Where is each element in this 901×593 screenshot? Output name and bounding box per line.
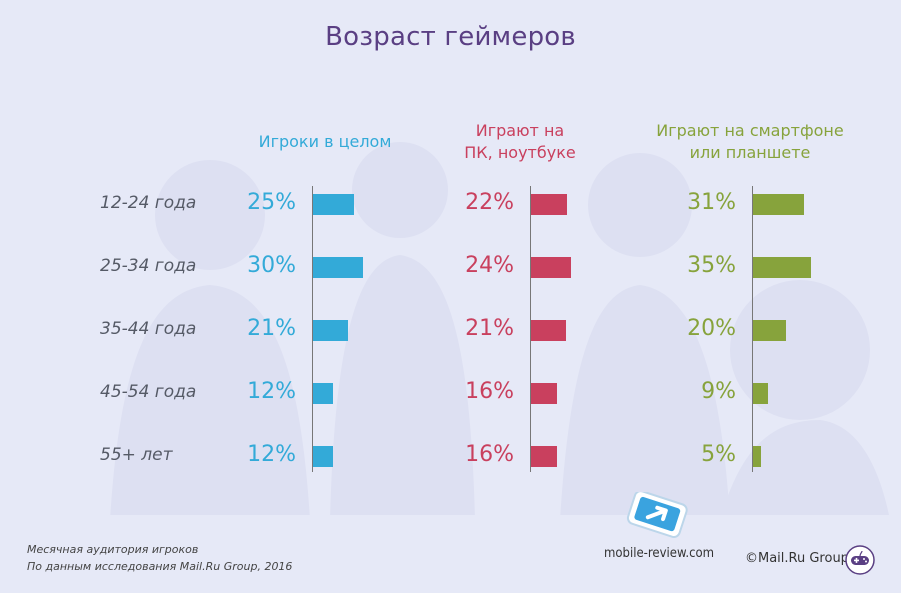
mobile-review-logo-icon <box>626 492 688 538</box>
age-label: 45-54 года <box>100 382 197 402</box>
page-title: Возраст геймеров <box>325 22 576 52</box>
header-mobile-line1: Играют на смартфоне <box>656 121 844 140</box>
bar <box>531 256 571 278</box>
axis-line <box>312 186 313 472</box>
bar <box>531 193 567 215</box>
watermark-text: mobile-review.com <box>604 546 715 561</box>
value-label: 31% <box>687 190 736 215</box>
value-label: 9% <box>701 379 736 404</box>
bar <box>753 319 786 341</box>
bar <box>753 256 811 278</box>
age-label: 12-24 года <box>100 193 197 213</box>
bar <box>313 319 348 341</box>
value-label: 21% <box>465 316 514 341</box>
value-label: 21% <box>247 316 296 341</box>
axis-line <box>530 186 531 472</box>
value-label: 20% <box>687 316 736 341</box>
value-label: 16% <box>465 442 514 467</box>
value-label: 25% <box>247 190 296 215</box>
value-label: 30% <box>247 253 296 278</box>
header-pc: Играют на ПК, ноутбуке <box>420 120 620 164</box>
bar <box>753 445 761 467</box>
header-mobile: Играют на смартфоне или планшете <box>630 120 870 164</box>
age-label: 25-34 года <box>100 256 197 276</box>
bar <box>531 445 557 467</box>
age-label: 35-44 года <box>100 319 197 339</box>
bar <box>313 256 363 278</box>
gamepad-icon <box>845 545 875 575</box>
header-pc-line2: ПК, ноутбуке <box>464 143 576 162</box>
value-label: 12% <box>247 379 296 404</box>
axis-line <box>752 186 753 472</box>
value-label: 5% <box>701 442 736 467</box>
value-label: 12% <box>247 442 296 467</box>
value-label: 22% <box>465 190 514 215</box>
value-label: 16% <box>465 379 514 404</box>
bar <box>753 382 768 404</box>
footer-note-1: Месячная аудитория игроков <box>27 543 199 556</box>
bar <box>313 193 354 215</box>
bar <box>313 445 333 467</box>
header-all: Игроки в целом <box>225 131 425 153</box>
age-label: 55+ лет <box>100 445 173 465</box>
header-all-line1: Игроки в целом <box>258 132 392 151</box>
value-label: 24% <box>465 253 514 278</box>
bar <box>753 193 804 215</box>
bar <box>531 382 557 404</box>
bar <box>531 319 566 341</box>
value-label: 35% <box>687 253 736 278</box>
copyright-text: ©Mail.Ru Group <box>745 551 849 566</box>
header-mobile-line2: или планшете <box>689 143 811 162</box>
footer-note-2: По данным исследования Mail.Ru Group, 20… <box>27 560 293 573</box>
header-pc-line1: Играют на <box>475 121 565 140</box>
bar <box>313 382 333 404</box>
